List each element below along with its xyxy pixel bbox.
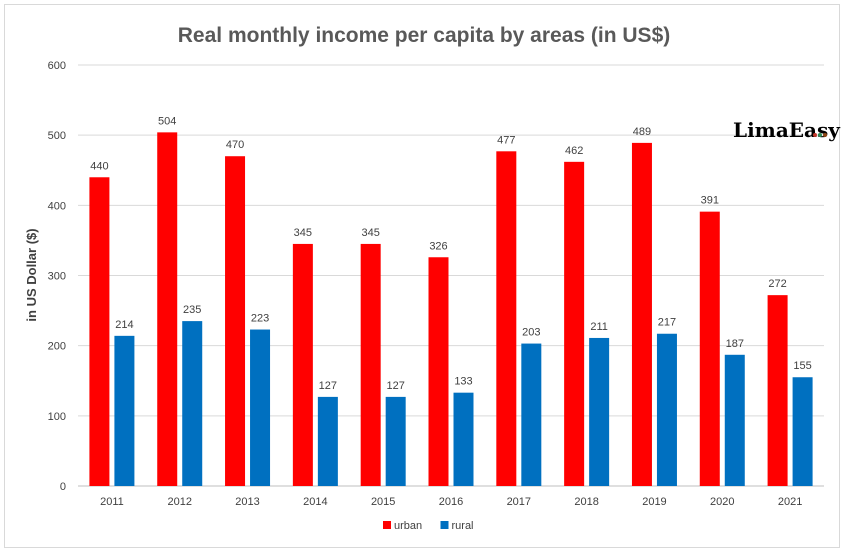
bar-value-label: 440	[90, 160, 108, 172]
logo-dot	[818, 133, 822, 137]
y-axis-label: in US Dollar ($)	[24, 228, 39, 321]
bar-rural-2018	[589, 337, 610, 486]
bar-value-label: 217	[658, 317, 676, 329]
bar-urban-2012	[157, 132, 178, 487]
bar-value-label: 235	[183, 304, 201, 316]
x-tick-label: 2013	[235, 496, 259, 508]
bar-value-label: 345	[294, 227, 312, 239]
x-tick-label: 2021	[778, 496, 802, 508]
bar-value-label: 127	[387, 380, 405, 392]
bar-urban-2019	[631, 142, 652, 486]
bar-value-label: 223	[251, 313, 269, 325]
bar-value-label: 462	[565, 145, 583, 157]
legend-swatch-urban	[383, 521, 391, 529]
y-tick-label: 0	[60, 481, 66, 493]
x-axis-ticks: 2011 2012 2013 2014 2015 2016 2017 2018 2019 2020…	[100, 496, 802, 508]
y-tick-label: 400	[48, 200, 66, 212]
bar-value-label: 211	[590, 321, 608, 333]
bar-value-label: 504	[158, 115, 176, 127]
y-tick-label: 200	[48, 341, 66, 353]
x-tick-label: 2020	[710, 496, 734, 508]
bar-urban-2014	[292, 243, 313, 486]
bar-value-label: 477	[497, 134, 515, 146]
bar-value-label: 155	[793, 360, 811, 372]
bar-rural-2021	[792, 377, 813, 486]
bar-urban-2017	[496, 151, 517, 486]
bar-urban-2011	[89, 177, 110, 486]
y-axis-ticks: 0 100 200 300 400 500 600	[48, 60, 66, 493]
bar-value-label: 272	[768, 278, 786, 290]
bar-rural-2017	[521, 343, 542, 486]
x-tick-label: 2016	[439, 496, 463, 508]
bar-value-label: 127	[319, 380, 337, 392]
legend-label-rural: rural	[452, 520, 474, 532]
y-tick-label: 600	[48, 60, 66, 72]
bar-rural-2019	[656, 333, 677, 486]
bar-urban-2015	[360, 243, 381, 486]
bar-value-label: 203	[522, 327, 540, 339]
chart-title: Real monthly income per capita by areas …	[178, 24, 671, 47]
bar-value-label: 345	[362, 227, 380, 239]
logo-dot	[823, 133, 827, 137]
bar-urban-2018	[564, 161, 585, 486]
x-tick-label: 2018	[574, 496, 598, 508]
bar-rural-2014	[317, 396, 338, 486]
bar-urban-2013	[225, 156, 246, 486]
x-tick-label: 2017	[507, 496, 531, 508]
x-tick-label: 2019	[642, 496, 666, 508]
bar-rural-2020	[724, 354, 745, 486]
y-tick-label: 100	[48, 411, 66, 423]
legend-label-urban: urban	[394, 520, 422, 532]
bar-value-label: 187	[726, 338, 744, 350]
bar-value-label: 391	[701, 195, 719, 207]
limaeasy-logo: LimaEasy	[733, 118, 841, 142]
bar-value-label: 489	[633, 126, 651, 138]
y-tick-label: 500	[48, 130, 66, 142]
y-tick-label: 300	[48, 271, 66, 283]
bar-rural-2012	[182, 321, 203, 486]
bars	[89, 132, 813, 487]
logo-dot	[813, 133, 817, 137]
logo-text: LimaEasy	[733, 118, 841, 142]
legend: urban rural	[383, 520, 474, 532]
bar-value-label: 470	[226, 139, 244, 151]
x-tick-label: 2011	[100, 496, 124, 508]
bar-rural-2016	[453, 392, 474, 486]
x-tick-label: 2012	[167, 496, 191, 508]
bar-urban-2020	[699, 211, 720, 487]
bar-value-label: 133	[454, 376, 472, 388]
x-tick-label: 2014	[303, 496, 327, 508]
bar-rural-2015	[385, 396, 406, 486]
bar-value-label: 214	[115, 319, 133, 331]
bar-value-label: 326	[429, 240, 447, 252]
bar-urban-2016	[428, 257, 449, 486]
bar-urban-2021	[767, 295, 788, 486]
bar-rural-2013	[250, 329, 271, 486]
x-tick-label: 2015	[371, 496, 395, 508]
bar-value-labels: 440 214 504 235 470 223 345 127 345 127 326 133 477 2…	[90, 115, 812, 392]
legend-swatch-rural	[440, 521, 449, 529]
gridlines	[78, 64, 824, 487]
bar-rural-2011	[114, 335, 135, 486]
